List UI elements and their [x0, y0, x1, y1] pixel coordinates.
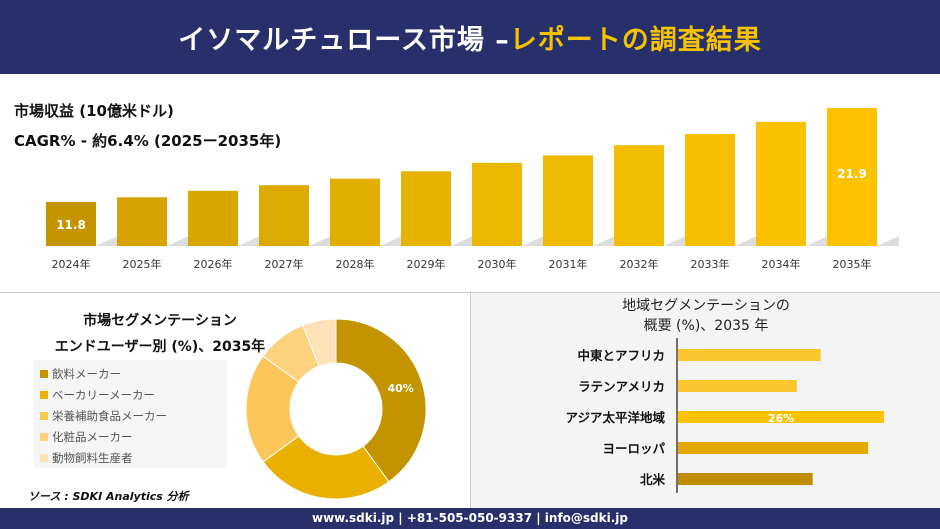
bar-shadow: [735, 236, 757, 246]
bar-shadow: [238, 236, 260, 246]
legend-item: ベーカリーメーカー: [40, 384, 227, 405]
legend-item: 化粧品メーカー: [40, 426, 227, 447]
revenue-bar: [259, 185, 309, 246]
revenue-bar: [330, 178, 380, 246]
region-bar: [678, 349, 821, 361]
revenue-bar: [401, 171, 451, 246]
footer-contact: www.sdki.jp | +81-505-050-9337 | info@sd…: [0, 508, 940, 529]
donut-slice: [302, 318, 337, 367]
end-user-donut-chart: 40%: [245, 318, 427, 500]
legend-label: 化粧品メーカー: [52, 429, 133, 444]
legend-swatch: [40, 390, 48, 399]
revenue-bar: [614, 145, 664, 246]
region-label: ヨーロッパ: [602, 441, 665, 456]
revenue-bar: [827, 107, 877, 246]
legend-item: 栄養補助食品メーカー: [40, 405, 227, 426]
revenue-bar: [543, 155, 593, 246]
source-note: ソース : SDKI Analytics 分析: [28, 490, 189, 503]
legend-label: 動物飼料生産者: [52, 450, 133, 465]
year-tick-label: 2034年: [762, 257, 801, 271]
legend-label: 栄養補助食品メーカー: [52, 408, 167, 423]
bar-shadow: [380, 236, 402, 246]
year-tick-label: 2028年: [336, 257, 375, 271]
legend-label: ベーカリーメーカー: [52, 387, 156, 402]
bar-shadow: [806, 236, 828, 246]
revenue-bar: [756, 121, 806, 246]
bar-shadow: [593, 236, 615, 246]
legend-label: 飲料メーカー: [52, 366, 121, 381]
year-tick-label: 2029年: [407, 257, 446, 271]
region-data-label: 26%: [768, 412, 794, 425]
year-tick-label: 2033年: [691, 257, 730, 271]
bar-shadow: [522, 236, 544, 246]
year-tick-label: 2024年: [52, 257, 91, 271]
year-tick-label: 2031年: [549, 257, 588, 271]
region-chart-title: 地域セグメンテーションの: [622, 298, 790, 314]
year-tick-label: 2030年: [478, 257, 517, 271]
legend-swatch: [40, 453, 48, 462]
segment-chart-title: 市場セグメンテーション: [83, 313, 237, 329]
year-tick-label: 2025年: [123, 257, 162, 271]
divider: [0, 292, 940, 293]
legend-swatch: [40, 432, 48, 441]
header-title-accent: レポートの調査結果: [509, 24, 762, 56]
year-tick-label: 2026年: [194, 257, 233, 271]
donut-slice: [335, 318, 427, 483]
revenue-bar: [472, 162, 522, 246]
legend-item: 飲料メーカー: [40, 363, 227, 384]
bar-shadow: [451, 236, 473, 246]
revenue-bar-chart: 2024年 11.8 2025年 2026年 2027年 2028年 2029年 2030年 2…: [46, 107, 899, 271]
region-chart-subtitle: 概要 (%)、2035 年: [643, 318, 769, 334]
cagr-subtitle: CAGR% - 約6.4% (2025ー2035年): [14, 132, 282, 150]
region-panel: 地域セグメンテーションの 概要 (%)、2035 年 中東とアフリカ ラテンアメリ…: [470, 293, 940, 508]
bar-shadow: [877, 236, 899, 246]
region-label: アジア太平洋地域: [565, 410, 665, 425]
region-bar: [678, 473, 813, 485]
bar-shadow: [664, 236, 686, 246]
bar-shadow: [167, 236, 189, 246]
year-tick-label: 2035年: [833, 257, 872, 271]
revenue-bar: [46, 201, 96, 246]
year-tick-label: 2032年: [620, 257, 659, 271]
bar-data-label: 21.9: [837, 167, 867, 181]
donut-legend: 飲料メーカーベーカリーメーカー 栄養補助食品メーカー 化粧品メーカー 動物飼料生産者: [34, 360, 227, 468]
bar-shadow: [309, 236, 331, 246]
region-bar: [678, 380, 797, 392]
header-banner: イソマルチュロース市場 – レポートの調査結果: [0, 0, 940, 74]
region-label: 中東とアフリカ: [577, 348, 665, 363]
revenue-bar: [117, 197, 167, 246]
revenue-bar: [188, 190, 238, 246]
legend-item: 動物飼料生産者: [40, 447, 227, 468]
slice-data-label: 40%: [387, 382, 413, 395]
region-label: ラテンアメリカ: [578, 379, 665, 394]
region-bar: [678, 411, 884, 423]
segment-chart-subtitle: エンドユーザー別 (%)、2035年: [54, 339, 266, 355]
legend-swatch: [40, 411, 48, 420]
region-bar: [678, 442, 869, 454]
bar-shadow: [96, 236, 118, 246]
year-tick-label: 2027年: [265, 257, 304, 271]
legend-swatch: [40, 369, 48, 378]
donut-slice: [262, 435, 390, 500]
region-label: 北米: [640, 472, 666, 487]
revenue-bar: [685, 133, 735, 246]
bar-data-label: 11.8: [56, 218, 86, 232]
header-title: イソマルチュロース市場 –: [178, 24, 510, 56]
revenue-chart-title: 市場収益 (10億米ドル): [14, 102, 174, 120]
